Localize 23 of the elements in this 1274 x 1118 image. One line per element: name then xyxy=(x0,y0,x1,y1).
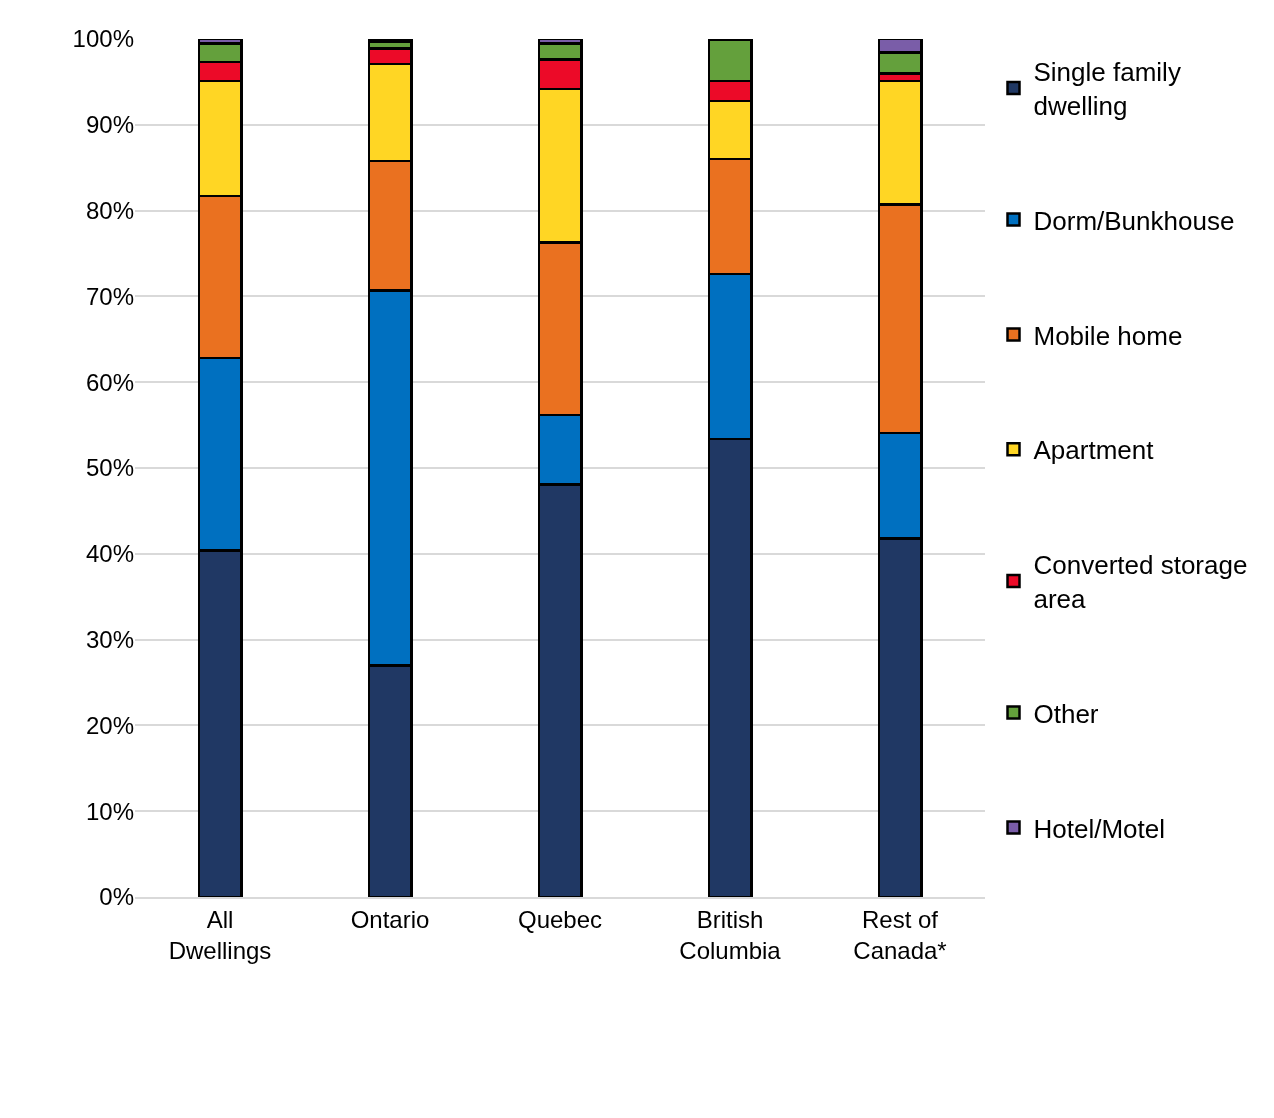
x-tick-label: British Columbia xyxy=(679,905,782,964)
y-tick-label: 100% xyxy=(72,25,134,53)
y-tick-label: 80% xyxy=(85,197,134,224)
legend-label: Mobile home xyxy=(1033,320,1183,351)
x-tick-label: Quebec xyxy=(517,905,603,933)
x-tick-label: Rest of Canada* xyxy=(853,905,947,964)
legend-label: Single family dwelling xyxy=(1033,57,1181,121)
legend-label: Hotel/Motel xyxy=(1033,813,1165,844)
y-tick-label: 70% xyxy=(85,282,134,310)
x-tick-label: All Dwellings xyxy=(168,905,272,964)
y-tick-label: 40% xyxy=(85,540,134,568)
y-tick-label: 60% xyxy=(85,368,134,396)
y-tick-label: 90% xyxy=(85,111,134,139)
y-tick-label: 10% xyxy=(85,797,134,825)
legend-label: Converted storage area xyxy=(1033,550,1248,614)
legend-label: Apartment xyxy=(1033,435,1155,466)
legend-label: Other xyxy=(1033,698,1099,729)
y-tick-label: 50% xyxy=(85,454,134,482)
y-tick-label: 0% xyxy=(99,883,134,911)
y-tick-label: 20% xyxy=(85,711,134,739)
legend-label: Dorm/Bunkhouse xyxy=(1033,205,1235,236)
y-tick-label: 30% xyxy=(85,626,134,653)
x-tick-label: Ontario xyxy=(350,905,430,933)
